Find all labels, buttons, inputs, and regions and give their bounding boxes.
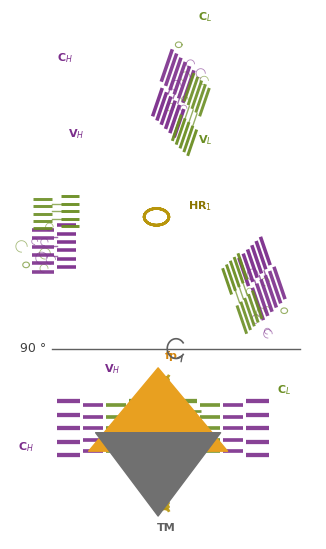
Text: 90 °: 90 ° — [20, 342, 46, 355]
Text: C$_H$: C$_H$ — [57, 51, 73, 65]
Text: HR$_1$: HR$_1$ — [188, 199, 213, 213]
Text: C$_L$: C$_L$ — [198, 10, 213, 25]
Text: V$_L$: V$_L$ — [182, 424, 196, 438]
Text: V$_L$: V$_L$ — [198, 133, 213, 147]
Text: fp: fp — [165, 351, 178, 361]
Text: V$_H$: V$_H$ — [68, 127, 85, 142]
Text: C$_H$: C$_H$ — [18, 440, 34, 455]
Text: V$_H$: V$_H$ — [104, 362, 121, 376]
Text: C$_L$: C$_L$ — [276, 383, 291, 397]
Text: TM: TM — [157, 523, 176, 533]
